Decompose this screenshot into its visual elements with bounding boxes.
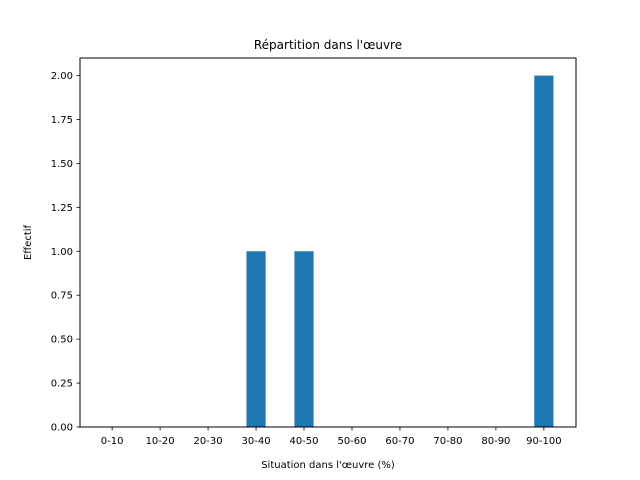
y-tick-label: 0.50	[51, 335, 73, 346]
bar-40-50	[294, 251, 314, 427]
x-tick-label: 30-40	[242, 436, 271, 447]
y-tick-label: 1.25	[51, 203, 73, 214]
x-tick-label: 80-90	[481, 436, 510, 447]
x-tick-label: 50-60	[337, 436, 366, 447]
y-tick-label: 0.00	[51, 423, 73, 434]
x-tick-label: 70-80	[433, 436, 462, 447]
bar-30-40	[246, 251, 266, 427]
x-tick-label: 20-30	[194, 436, 223, 447]
y-tick-label: 0.25	[51, 379, 73, 390]
y-tick-label: 1.75	[51, 115, 73, 126]
y-axis-label: Effectif	[23, 224, 34, 260]
y-tick-label: 1.50	[51, 159, 73, 170]
x-tick-label: 10-20	[146, 436, 175, 447]
y-tick-label: 2.00	[51, 71, 73, 82]
x-tick-label: 40-50	[289, 436, 318, 447]
x-axis-label: Situation dans l'œuvre (%)	[261, 460, 395, 471]
bar-90-100	[534, 75, 554, 428]
x-tick-label: 0-10	[101, 436, 124, 447]
y-tick-label: 1.00	[51, 247, 73, 258]
axes-frame	[79, 57, 577, 428]
chart-title: Répartition dans l'œuvre	[254, 38, 402, 52]
x-tick-label: 60-70	[385, 436, 414, 447]
y-tick-label: 0.75	[51, 291, 73, 302]
x-tick-label: 90-100	[526, 436, 561, 447]
